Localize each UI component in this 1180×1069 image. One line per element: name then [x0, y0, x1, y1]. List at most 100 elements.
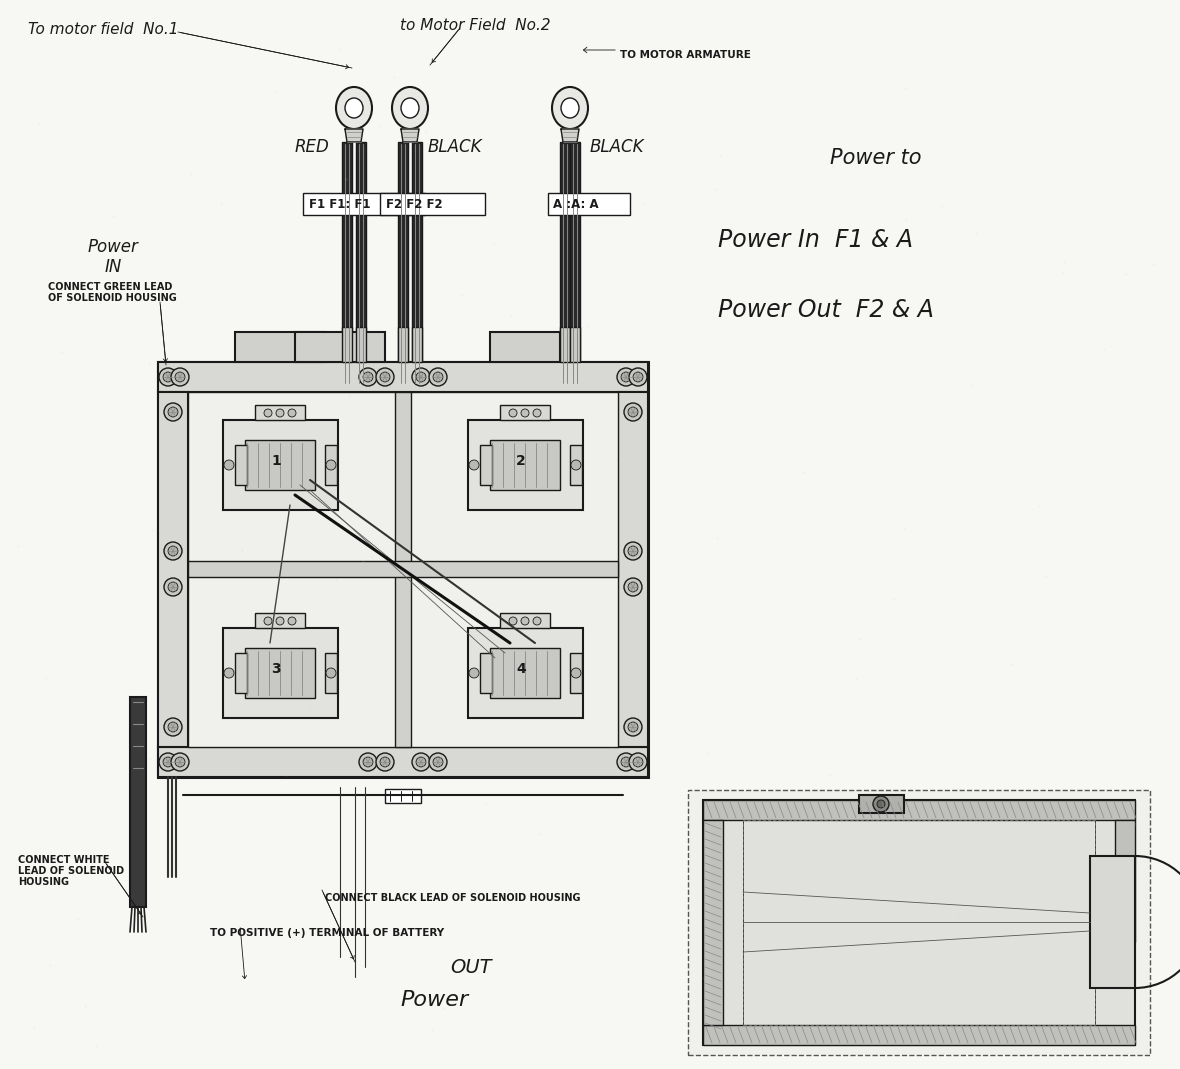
Circle shape: [175, 372, 185, 382]
Bar: [480, 653, 492, 693]
Bar: [1115, 820, 1135, 942]
Bar: [255, 405, 304, 420]
Text: LEAD OF SOLENOID: LEAD OF SOLENOID: [18, 866, 124, 876]
Circle shape: [873, 796, 889, 812]
Ellipse shape: [560, 98, 579, 118]
Bar: [743, 820, 1095, 1025]
Bar: [324, 445, 337, 485]
Bar: [859, 795, 904, 814]
Circle shape: [468, 460, 479, 470]
Text: Power: Power: [400, 990, 468, 1010]
Bar: [303, 193, 425, 215]
Text: RED: RED: [295, 138, 329, 156]
Bar: [560, 142, 570, 385]
Circle shape: [164, 578, 182, 597]
Bar: [235, 332, 325, 362]
Bar: [385, 789, 421, 803]
Bar: [703, 800, 1135, 1045]
Text: To motor field  No.1: To motor field No.1: [28, 22, 178, 37]
Circle shape: [533, 409, 540, 417]
Circle shape: [276, 409, 284, 417]
Circle shape: [168, 407, 178, 417]
Circle shape: [288, 617, 296, 625]
Circle shape: [533, 617, 540, 625]
Bar: [235, 653, 247, 693]
Text: 2: 2: [516, 454, 526, 468]
Bar: [398, 142, 408, 385]
Circle shape: [412, 368, 430, 386]
Circle shape: [624, 403, 642, 421]
Circle shape: [629, 753, 647, 771]
Circle shape: [164, 542, 182, 560]
Bar: [490, 440, 560, 490]
Bar: [412, 327, 422, 362]
Circle shape: [571, 460, 581, 470]
Bar: [356, 327, 366, 362]
Circle shape: [224, 460, 234, 470]
Bar: [500, 405, 550, 420]
Bar: [342, 327, 352, 362]
Bar: [188, 561, 618, 577]
Text: 3: 3: [271, 662, 281, 676]
Bar: [235, 445, 247, 485]
Bar: [223, 628, 337, 718]
Circle shape: [617, 753, 635, 771]
Circle shape: [433, 757, 442, 766]
Bar: [480, 445, 492, 485]
Circle shape: [632, 372, 643, 382]
Text: Power: Power: [88, 238, 139, 255]
Bar: [245, 648, 315, 698]
Bar: [468, 628, 583, 718]
Circle shape: [159, 753, 177, 771]
Bar: [398, 327, 408, 362]
Circle shape: [617, 368, 635, 386]
Circle shape: [624, 578, 642, 597]
Circle shape: [417, 757, 426, 766]
Bar: [158, 392, 188, 747]
Circle shape: [509, 617, 517, 625]
Circle shape: [621, 757, 631, 766]
Circle shape: [168, 546, 178, 556]
Text: OUT: OUT: [450, 958, 492, 977]
Circle shape: [621, 372, 631, 382]
Circle shape: [877, 800, 885, 808]
Circle shape: [629, 368, 647, 386]
Text: Power Out  F2 & A: Power Out F2 & A: [717, 298, 933, 322]
Circle shape: [632, 757, 643, 766]
Circle shape: [224, 668, 234, 678]
Polygon shape: [401, 129, 419, 142]
Circle shape: [171, 753, 189, 771]
Circle shape: [628, 582, 638, 592]
Circle shape: [624, 718, 642, 735]
Circle shape: [628, 407, 638, 417]
Circle shape: [276, 617, 284, 625]
Circle shape: [430, 368, 447, 386]
Text: HOUSING: HOUSING: [18, 877, 68, 887]
Circle shape: [624, 542, 642, 560]
Circle shape: [175, 757, 185, 766]
Bar: [223, 420, 337, 510]
Bar: [468, 420, 583, 510]
Ellipse shape: [345, 98, 363, 118]
Text: to Motor Field  No.2: to Motor Field No.2: [400, 18, 551, 33]
Text: TO POSITIVE (+) TERMINAL OF BATTERY: TO POSITIVE (+) TERMINAL OF BATTERY: [210, 928, 444, 938]
Bar: [245, 440, 315, 490]
Bar: [342, 142, 352, 385]
Text: OF SOLENOID HOUSING: OF SOLENOID HOUSING: [48, 293, 177, 303]
Bar: [255, 613, 304, 628]
Bar: [548, 193, 630, 215]
Bar: [703, 800, 1135, 820]
Circle shape: [468, 668, 479, 678]
Circle shape: [509, 409, 517, 417]
Bar: [158, 747, 648, 777]
Circle shape: [363, 757, 373, 766]
Bar: [412, 142, 422, 385]
Bar: [295, 332, 385, 362]
Circle shape: [380, 757, 389, 766]
Ellipse shape: [392, 87, 428, 129]
Text: CONNECT BLACK LEAD OF SOLENOID HOUSING: CONNECT BLACK LEAD OF SOLENOID HOUSING: [324, 893, 581, 903]
Circle shape: [164, 403, 182, 421]
Ellipse shape: [552, 87, 588, 129]
Circle shape: [571, 668, 581, 678]
Polygon shape: [560, 129, 579, 142]
